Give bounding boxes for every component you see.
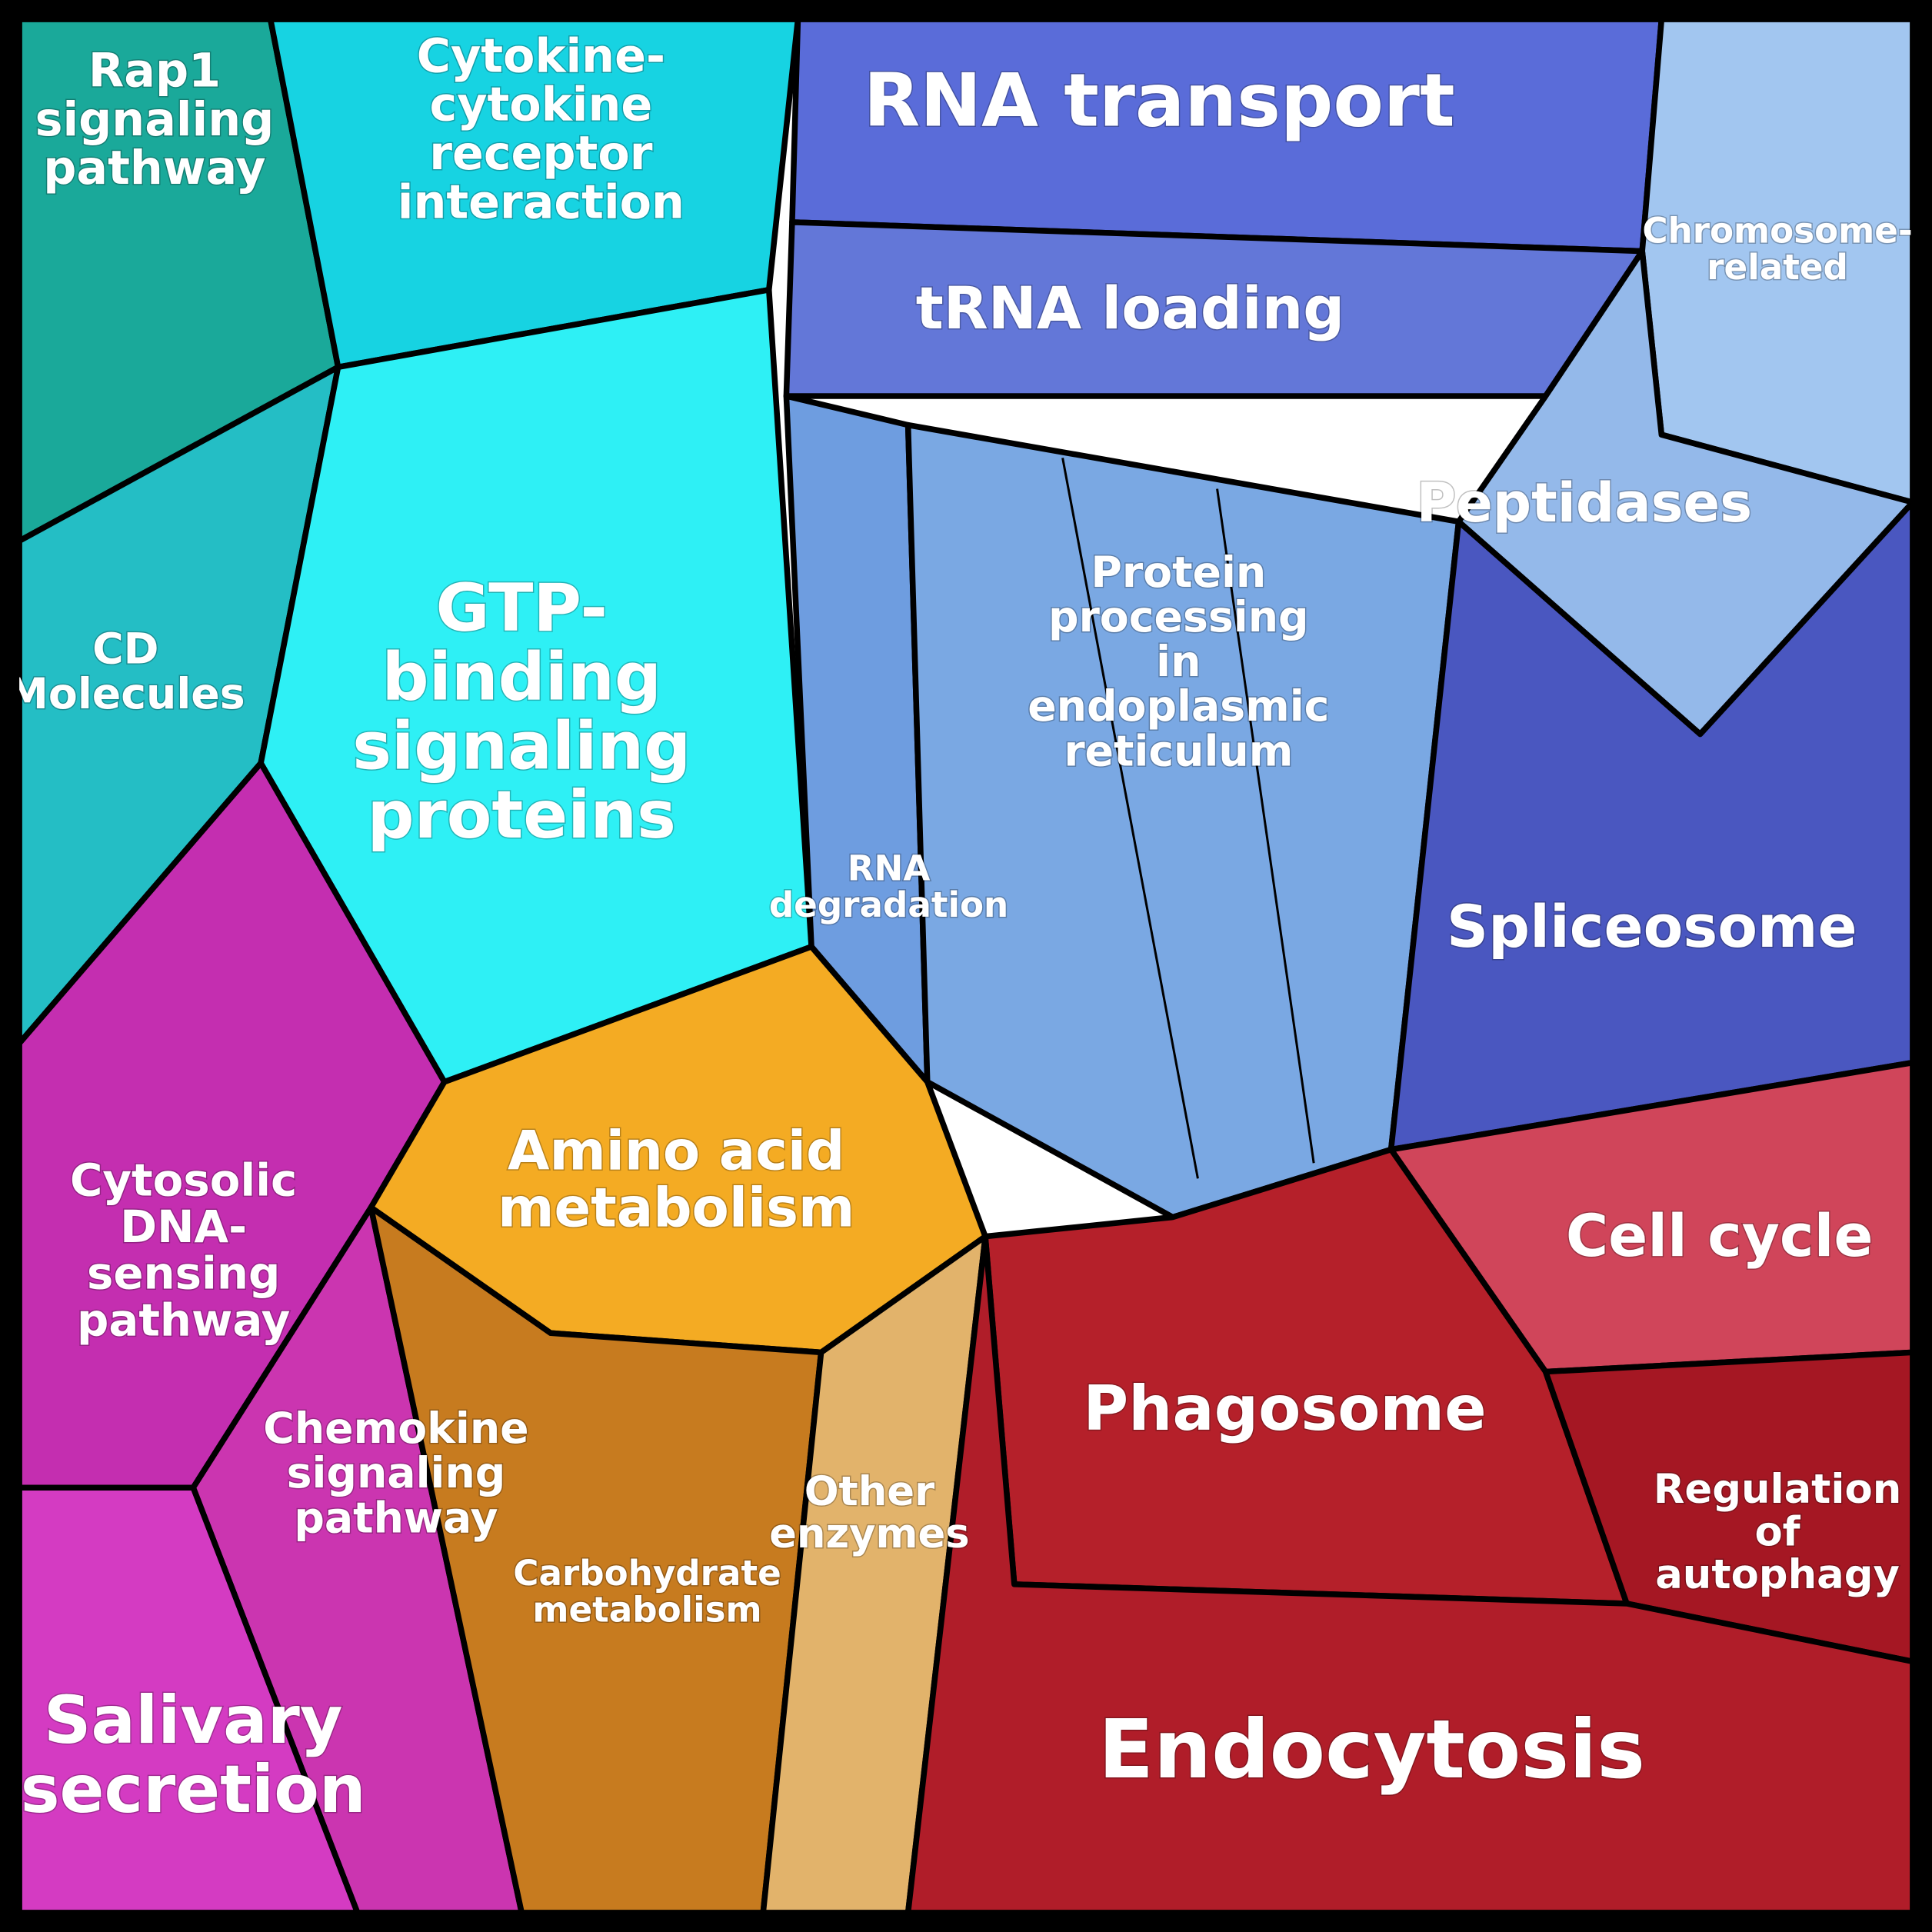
label-phagosome: Phagosome [1083,1372,1486,1444]
label-salivary: Salivarysecretion [21,1683,366,1828]
label-peptidases: Peptidases [1417,471,1753,535]
label-chemokine: Chemokinesignalingpathway [263,1404,528,1543]
label-dna_sensing: CytosolicDNA-sensingpathway [70,1154,297,1346]
voronoi-treemap: Rap1signalingpathwayCytokine-cytokinerec… [0,0,1932,1932]
label-amino: Amino acidmetabolism [498,1120,854,1240]
label-cytokine: Cytokine-cytokinereceptorinteraction [398,29,685,229]
label-trna: tRNA loading [916,275,1345,342]
label-cell_cycle: Cell cycle [1566,1202,1874,1270]
label-endocytosis: Endocytosis [1098,1702,1645,1797]
label-rna_transport: RNA transport [864,57,1455,143]
label-spliceosome: Spliceosome [1447,893,1857,961]
label-carb: Carbohydratemetabolism [513,1553,781,1630]
